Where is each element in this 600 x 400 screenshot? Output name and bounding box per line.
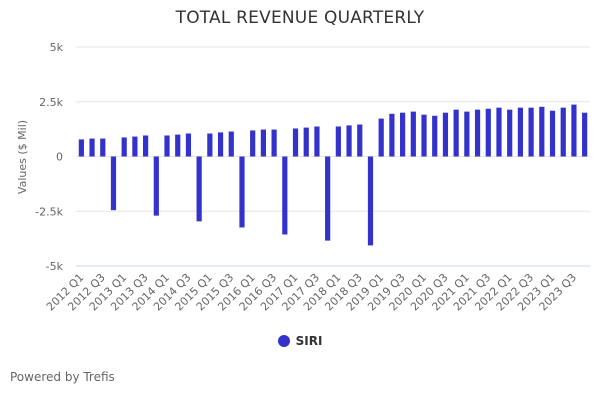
bar[interactable]: [260, 129, 266, 157]
bar[interactable]: [357, 124, 363, 157]
bar[interactable]: [507, 109, 513, 157]
bar[interactable]: [110, 156, 117, 211]
bar[interactable]: [421, 114, 427, 157]
bar[interactable]: [400, 112, 406, 157]
bar[interactable]: [175, 134, 181, 157]
y-tick-label: 2.5k: [39, 96, 63, 109]
bar[interactable]: [303, 127, 309, 157]
bar[interactable]: [528, 107, 534, 157]
bar[interactable]: [282, 156, 288, 235]
bar[interactable]: [539, 106, 545, 157]
bar[interactable]: [89, 138, 95, 157]
bar[interactable]: [474, 109, 481, 157]
bar[interactable]: [185, 133, 192, 157]
bar[interactable]: [442, 112, 449, 157]
powered-by-credit: Powered by Trefis: [10, 370, 115, 384]
legend-label: SIRI: [295, 334, 323, 348]
bar[interactable]: [496, 107, 502, 157]
bar[interactable]: [389, 113, 395, 157]
bar[interactable]: [560, 107, 566, 157]
bar[interactable]: [271, 129, 277, 157]
bar[interactable]: [325, 156, 331, 241]
bar[interactable]: [571, 104, 577, 157]
bar[interactable]: [378, 118, 384, 157]
y-axis-title: Values ($ Mil): [16, 120, 29, 194]
bar[interactable]: [464, 111, 470, 157]
bar[interactable]: [485, 108, 491, 157]
bar[interactable]: [217, 132, 224, 157]
bar[interactable]: [346, 125, 352, 157]
legend-item-siri[interactable]: SIRI: [277, 334, 323, 348]
bar[interactable]: [453, 109, 459, 157]
bar[interactable]: [164, 135, 170, 157]
y-tick-label: 5k: [50, 41, 64, 54]
y-tick-label: 0: [56, 151, 63, 164]
bar[interactable]: [132, 136, 138, 157]
legend-marker-icon: [277, 335, 290, 347]
bar[interactable]: [335, 126, 341, 157]
bar[interactable]: [432, 115, 438, 157]
bar[interactable]: [292, 128, 299, 157]
bar[interactable]: [153, 156, 159, 216]
bar[interactable]: [196, 156, 202, 222]
bar[interactable]: [549, 110, 556, 157]
y-tick-label: -2.5k: [35, 205, 63, 218]
chart-title: TOTAL REVENUE QUARTERLY: [175, 8, 425, 28]
bar[interactable]: [250, 130, 256, 157]
y-axis-ticks: 5k 2.5k 0 -2.5k -5k: [35, 41, 63, 273]
bar-series: [78, 104, 588, 246]
grid-lines: [76, 46, 590, 267]
bar[interactable]: [367, 156, 374, 246]
bar[interactable]: [143, 135, 149, 157]
bar[interactable]: [410, 111, 416, 157]
bar[interactable]: [239, 156, 245, 228]
bar[interactable]: [314, 126, 320, 157]
bar[interactable]: [78, 139, 84, 157]
y-tick-label: -5k: [46, 260, 64, 273]
bar[interactable]: [100, 138, 106, 157]
bar[interactable]: [207, 133, 213, 157]
bar[interactable]: [121, 137, 127, 157]
bar[interactable]: [228, 131, 234, 157]
bar[interactable]: [582, 112, 588, 157]
bar[interactable]: [517, 107, 523, 157]
legend: SIRI: [0, 334, 600, 348]
